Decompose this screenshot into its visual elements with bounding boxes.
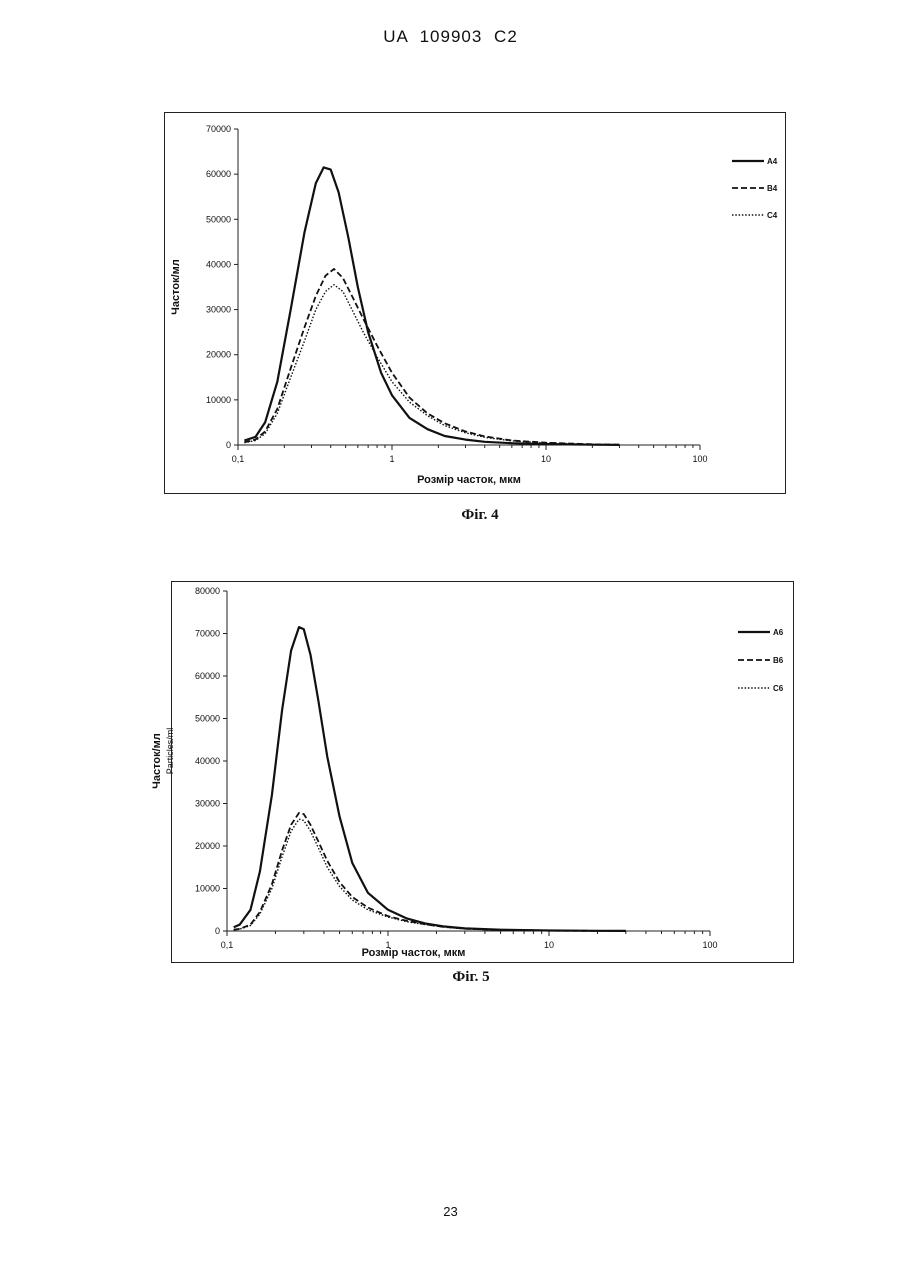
y-tick-label: 10000: [195, 884, 220, 894]
x-tick-label: 100: [702, 940, 717, 950]
legend-label-c4: C4: [767, 211, 778, 220]
x-tick-label: 10: [541, 454, 551, 464]
chart-4-svg: 0 10000 20000 30000 40000 50000 60000 70000 0,1 1…: [165, 113, 785, 493]
chart-5-svg: 0 10000 20000 30000 40000 50000 60000 70000 8000…: [172, 582, 793, 962]
y-tick-label: 50000: [195, 714, 220, 724]
chart-figure-4: 0 10000 20000 30000 40000 50000 60000 70000 0,1 1…: [164, 112, 786, 494]
y-tick-label: 60000: [195, 671, 220, 681]
series-line-a6: [234, 627, 626, 931]
y-tick-label: 20000: [206, 350, 231, 360]
y-tick-label: 20000: [195, 841, 220, 851]
y-tick-label: 60000: [206, 169, 231, 179]
y-axis-title: Часток/мл: [151, 733, 163, 789]
x-tick-label: 100: [692, 454, 707, 464]
x-tick-label: 0,1: [221, 940, 234, 950]
series-line-c4: [244, 285, 619, 445]
y-tick-label: 70000: [195, 629, 220, 639]
x-tick-label: 10: [544, 940, 554, 950]
y-tick-label: 0: [215, 926, 220, 936]
y-tick-label: 40000: [206, 259, 231, 269]
legend-label-a4: A4: [767, 157, 778, 166]
document-header: UA 109903 C2: [0, 27, 901, 47]
y-tick-label: 40000: [195, 756, 220, 766]
page-number: 23: [0, 1204, 901, 1219]
figure-5-caption: Фіг. 5: [371, 969, 571, 986]
series-line-b6: [234, 813, 626, 931]
figure-4-caption: Фіг. 4: [380, 507, 580, 524]
legend-label-c6: C6: [773, 684, 784, 693]
y-tick-label: 80000: [195, 586, 220, 596]
x-tick-label: 1: [389, 454, 394, 464]
y-tick-label: 10000: [206, 395, 231, 405]
legend-label-b6: B6: [773, 656, 784, 665]
chart-figure-5: 0 10000 20000 30000 40000 50000 60000 70000 8000…: [171, 581, 794, 963]
y-tick-label: 30000: [206, 305, 231, 315]
legend-label-b4: B4: [767, 184, 778, 193]
y-tick-label: 0: [226, 440, 231, 450]
series-line-a4: [244, 167, 619, 445]
y-tick-label: 70000: [206, 124, 231, 134]
y-axis-overlay-label: Particles/ml: [165, 728, 175, 775]
y-axis-title: Часток/мл: [170, 259, 182, 315]
x-axis-title: Розмір часток, мкм: [417, 474, 521, 486]
y-tick-label: 50000: [206, 214, 231, 224]
x-tick-label: 0,1: [232, 454, 245, 464]
legend-label-a6: A6: [773, 628, 784, 637]
x-axis-title: Розмір часток, мкм: [362, 947, 466, 959]
series-line-c6: [234, 819, 626, 931]
y-tick-label: 30000: [195, 799, 220, 809]
